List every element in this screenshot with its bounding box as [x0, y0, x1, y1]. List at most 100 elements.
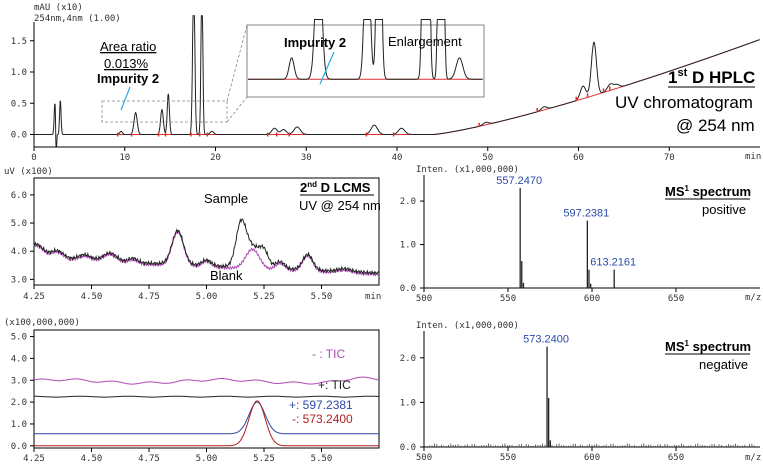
inset-trace-line — [248, 19, 483, 80]
hplc-x-ticks: 0 10 20 30 40 50 60 70 — [31, 147, 675, 163]
uv2d-x-tick-label: 5.50 — [311, 292, 333, 302]
ms-pos-x-tick-label: 500 — [416, 294, 432, 304]
hplc-x-unit: min — [745, 152, 761, 162]
uv2d-y-tick-label: 6.0 — [11, 191, 27, 201]
ms-pos-y-tick-label: 2.0 — [400, 197, 416, 207]
uv2d-x-tick-label: 4.50 — [81, 292, 103, 302]
hplc-x-tick-label: 20 — [210, 153, 221, 163]
eic-panel: (x100,000,000) 0.01.02.03.04.05.0 4.25 4.… — [4, 318, 380, 464]
ms-neg-x-tick-label: 650 — [668, 453, 684, 463]
ms-pos-x-tick-label: 650 — [668, 294, 684, 304]
uv2d-y-ticks: 3.0 4.0 5.0 6.0 — [11, 191, 34, 285]
ms-pos-x-tick-label: 550 — [500, 294, 516, 304]
ms-pos-x-tick-label: 600 — [584, 294, 600, 304]
ms-neg-y-ticks: 0.0 1.0 2.0 — [400, 354, 424, 453]
ms-neg-title-pre: MS — [665, 339, 685, 354]
ms-pos-y-ticks: 0.0 1.0 2.0 — [400, 197, 424, 294]
eic-y-ticks: 0.0 1.0 2.0 3.0 4.0 5.0 — [11, 333, 34, 452]
hplc-title-post: D HPLC — [687, 68, 755, 87]
ms-pos-title-pre: MS — [665, 184, 685, 199]
impurity-2-label: Impurity 2 — [97, 71, 159, 86]
hplc-wavelength: @ 254 nm — [676, 116, 755, 135]
eic-x-tick-label: 5.00 — [196, 454, 218, 464]
hplc-panel: mAU (x10) 254nm,4nm (1.00) 0.00.51.01.5 … — [11, 3, 762, 163]
ms-pos-peak-label: 557.2470 — [496, 175, 542, 187]
eic-y-tick-label: 0.0 — [11, 442, 27, 452]
ms-neg-y-tick-label: 2.0 — [400, 354, 416, 364]
enlargement-inset — [246, 24, 485, 98]
ms-neg-peak-label: 573.2400 — [523, 334, 569, 346]
uv2d-x-tick-label: 5.25 — [253, 292, 275, 302]
eic-y-tick-label: 2.0 — [11, 398, 27, 408]
hplc-x-tick-label: 0 — [31, 153, 36, 163]
ms-neg-noise — [426, 443, 755, 447]
ms-pos-peak-label: 597.2381 — [563, 208, 609, 220]
uv2d-x-ticks: 4.25 4.50 4.75 5.00 5.25 5.50 — [23, 285, 332, 302]
zoom-connector-top — [226, 24, 248, 102]
uv2d-title-sup: nd — [307, 180, 317, 189]
area-ratio-label: Area ratio — [100, 39, 156, 54]
ms-pos-x-ticks: 500 550 600 650 — [416, 288, 684, 304]
eic-x-tick-label: 4.50 — [81, 454, 103, 464]
uv2d-unit-label: uV (x100) — [4, 167, 53, 177]
ms-neg-y-tick-label: 1.0 — [400, 398, 416, 408]
hplc-x-tick-label: 50 — [482, 153, 493, 163]
ms-pos-y-tick-label: 0.0 — [400, 284, 416, 294]
hplc-unit-label: mAU (x10) — [34, 3, 83, 13]
hplc-trace-line — [34, 15, 760, 148]
ms-pos-title: MS1 spectrum — [665, 184, 751, 199]
hplc-y-tick-label: 1.5 — [11, 37, 27, 47]
ms-neg-y-tick-label: 0.0 — [400, 443, 416, 453]
ms-neg-title: MS1 spectrum — [665, 339, 751, 354]
hplc-x-tick-label: 10 — [119, 153, 130, 163]
hplc-integration-marks — [116, 86, 611, 137]
eic-x-tick-label: 4.75 — [138, 454, 160, 464]
hplc-y-tick-label: 1.0 — [11, 68, 27, 78]
ms-pos-title-sup: 1 — [685, 184, 690, 193]
uv2d-panel: uV (x100) 3.0 4.0 5.0 6.0 4.25 4.50 4.75 5.00 5… — [4, 167, 381, 302]
eic-x-ticks: 4.25 4.50 4.75 5.00 5.25 5.50 — [23, 448, 332, 464]
eic-y-tick-label: 3.0 — [11, 376, 27, 386]
ms-neg-x-tick-label: 600 — [584, 453, 600, 463]
uv2d-x-tick-label: 4.75 — [138, 292, 160, 302]
eic-y-tick-label: 4.0 — [11, 354, 27, 364]
uv2d-title-pre: 2 — [300, 180, 307, 195]
ms-pos-unit-label: Inten. (x1,000,000) — [416, 165, 519, 175]
uv2d-sample-line — [33, 218, 379, 276]
ms-neg-subtitle: negative — [699, 357, 748, 372]
zoom-connector-bottom — [226, 96, 248, 123]
uv2d-blank-line — [33, 229, 379, 277]
uv2d-x-tick-label: 5.00 — [196, 292, 218, 302]
hplc-y-ticks: 0.0 0.5 1.0 1.5 — [11, 37, 34, 141]
eic-x-tick-label: 5.50 — [311, 454, 333, 464]
ms-pos-x-unit: m/z — [745, 293, 761, 303]
uv2d-title-post: D LCMS — [317, 180, 371, 195]
hplc-title-sup: st — [677, 67, 687, 79]
uv2d-sample-label: Sample — [204, 191, 248, 206]
hplc-x-tick-label: 40 — [392, 153, 403, 163]
uv2d-blank-label: Blank — [210, 268, 243, 283]
ms-negative-panel: Inten. (x1,000,000) 0.0 1.0 2.0 500 550 600 6… — [400, 321, 762, 463]
hplc-channel-label: 254nm,4nm (1.00) — [34, 14, 121, 24]
hplc-x-tick-label: 70 — [664, 153, 675, 163]
eic-x-tick-label: 5.25 — [253, 454, 275, 464]
ms-neg-x-tick-label: 550 — [500, 453, 516, 463]
area-ratio-value: 0.013% — [104, 56, 149, 71]
inset-impurity-2-label: Impurity 2 — [284, 35, 346, 50]
hplc-y-tick-label: 0.5 — [11, 99, 27, 109]
eic-tic-negative-line — [33, 376, 380, 385]
ms-neg-peaks: 573.2400 — [523, 334, 569, 447]
inset-title: Enlargement — [388, 34, 462, 49]
uv2d-y-tick-label: 5.0 — [11, 219, 27, 229]
ms-pos-peak-label: 613.2161 — [590, 257, 636, 269]
ms-positive-panel: Inten. (x1,000,000) 0.0 1.0 2.0 500 550 600 6… — [400, 165, 762, 304]
hplc-x-tick-label: 60 — [573, 153, 584, 163]
eic-tic-negative-label: - : TIC — [312, 347, 345, 361]
eic-tic-positive-label: +: TIC — [318, 378, 351, 392]
ms-pos-subtitle: positive — [702, 202, 746, 217]
ms-neg-title-post: spectrum — [689, 339, 751, 354]
uv2d-subtitle: UV @ 254 nm — [299, 198, 381, 213]
eic-597-label: +: 597.2381 — [289, 398, 353, 412]
ms-pos-title-post: spectrum — [689, 184, 751, 199]
